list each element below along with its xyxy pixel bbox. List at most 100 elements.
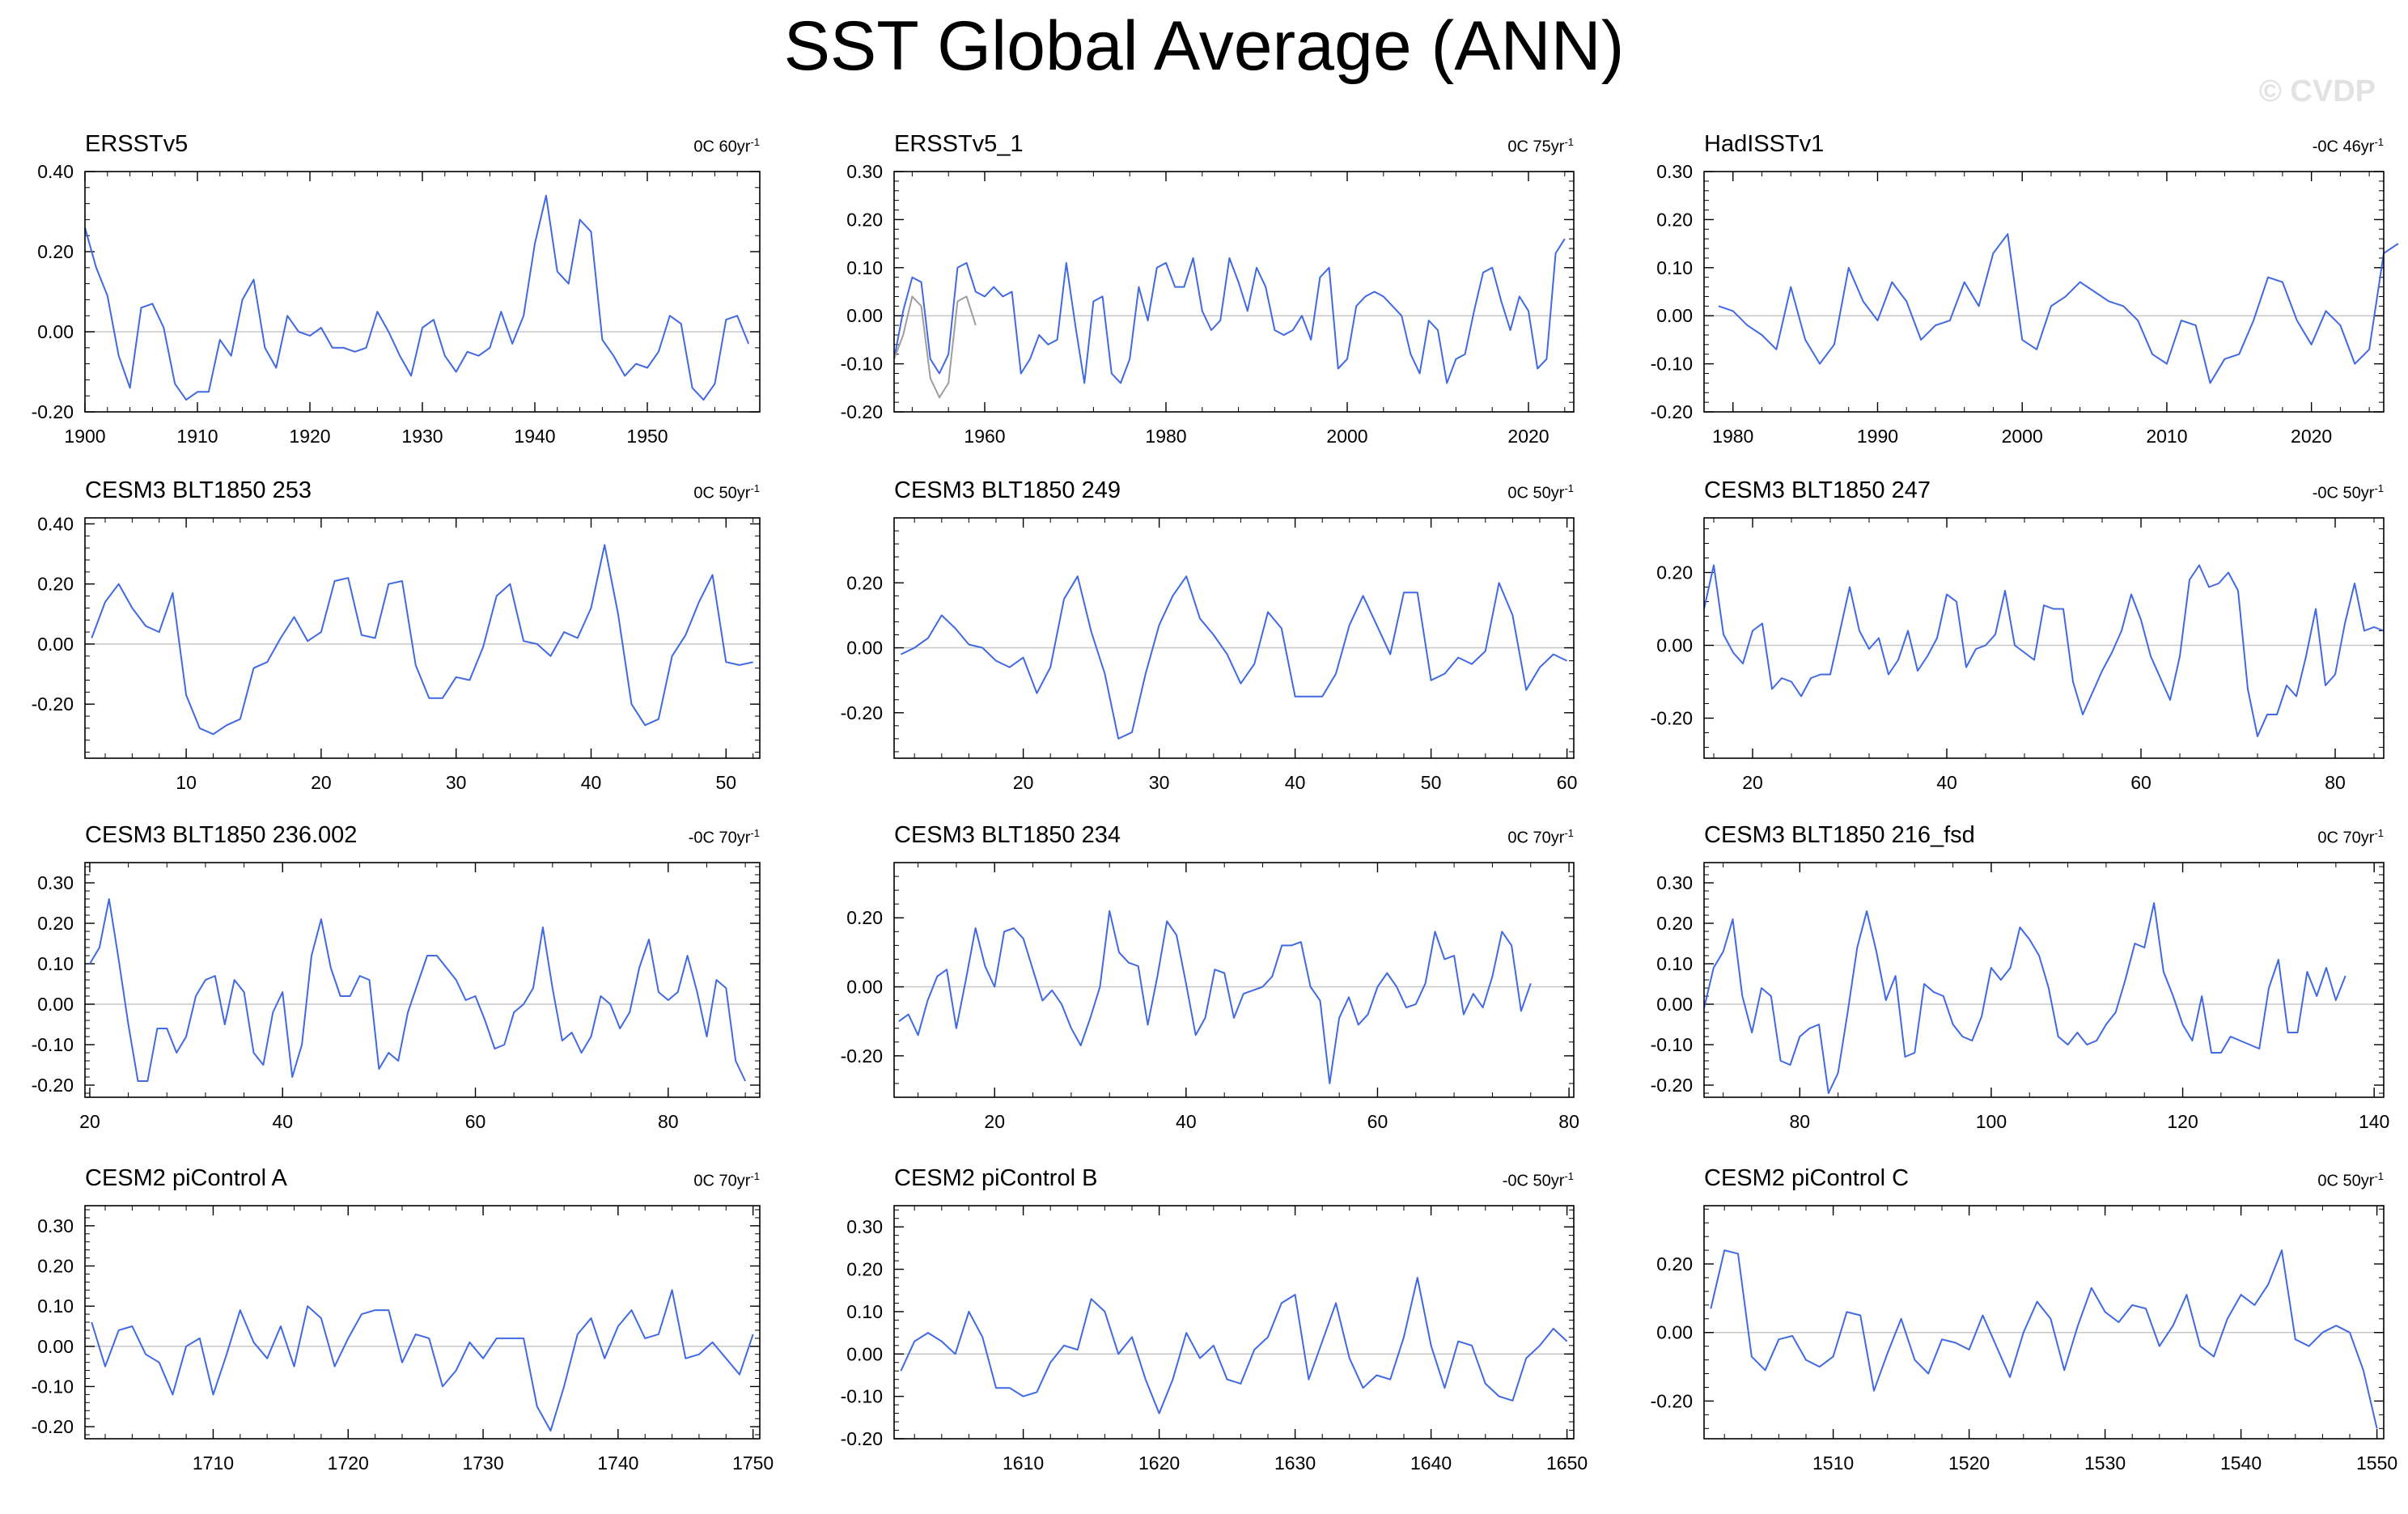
x-tick-label: 20 — [1742, 772, 1763, 793]
y-tick-label: 0.20 — [846, 209, 883, 230]
y-tick-label: 0.40 — [37, 513, 74, 534]
x-tick-label: 1980 — [1712, 426, 1753, 447]
trend-text: 0C 60yr — [693, 138, 751, 156]
trend-text: 0C 50yr — [2317, 1172, 2375, 1190]
panel-title: CESM2 piControl B — [894, 1165, 1098, 1191]
x-tick-label: 1650 — [1546, 1453, 1588, 1474]
plot-frame — [893, 517, 1575, 759]
series-line — [84, 194, 750, 401]
x-tick-label: 1960 — [964, 426, 1005, 447]
trend-label: -0C 50yr-1 — [2141, 482, 2384, 503]
x-tick-label: 20 — [984, 1111, 1005, 1132]
trend-exponent: -1 — [1564, 1170, 1574, 1182]
y-tick-label: 0.10 — [1656, 953, 1693, 974]
chart-plot: -0.20 -0.10 0.00 0.10 0.20 0.30 1710 1720 1730 17… — [32, 1205, 774, 1474]
x-tick-label: 1750 — [732, 1453, 774, 1474]
series-line — [900, 1277, 1568, 1414]
series-line — [91, 1289, 754, 1432]
x-tick-label: 1510 — [1812, 1453, 1854, 1474]
trend-text: -0C 46yr — [2312, 138, 2375, 156]
y-tick-label: 0.30 — [37, 872, 74, 893]
y-tick-label: 0.20 — [1656, 209, 1693, 230]
x-tick-label: 1740 — [597, 1453, 638, 1474]
x-tick-label: 1930 — [401, 426, 443, 447]
series-line — [893, 295, 977, 399]
trend-text: -0C 50yr — [1502, 1172, 1565, 1190]
panel-title: CESM3 BLT1850 253 — [85, 477, 312, 503]
y-tick-label: -0.10 — [841, 1386, 883, 1407]
y-tick-label: -0.20 — [1651, 1075, 1693, 1096]
x-tick-label: 60 — [1367, 1111, 1388, 1132]
series-line — [89, 898, 747, 1082]
x-tick-label: 20 — [79, 1111, 100, 1132]
x-tick-label: 60 — [465, 1111, 486, 1132]
trend-label: 0C 60yr-1 — [517, 136, 760, 157]
x-tick-label: 1640 — [1410, 1453, 1452, 1474]
plot-frame — [1703, 171, 2385, 413]
x-tick-label: 1910 — [176, 426, 218, 447]
trend-exponent: -1 — [750, 1170, 760, 1182]
y-tick-label: -0.10 — [32, 1034, 74, 1055]
x-tick-label: 60 — [1557, 772, 1578, 793]
y-tick-label: -0.20 — [841, 702, 883, 723]
chart-plot: -0.20 0.00 0.20 20 30 40 50 60 — [841, 517, 1578, 793]
y-tick-label: -0.10 — [1651, 1034, 1693, 1055]
y-tick-label: -0.20 — [1651, 708, 1693, 729]
chart-plot: -0.20 -0.10 0.00 0.10 0.20 0.30 1960 1980 2000 20… — [841, 161, 1575, 447]
series-line — [893, 238, 1566, 384]
y-tick-label: 0.20 — [37, 1255, 74, 1276]
trend-text: 0C 70yr — [1507, 829, 1565, 847]
y-tick-label: -0.20 — [841, 1428, 883, 1449]
x-tick-label: 40 — [1176, 1111, 1197, 1132]
panel-title: CESM3 BLT1850 234 — [894, 822, 1121, 848]
plot-frame — [893, 1205, 1575, 1440]
y-tick-label: -0.10 — [841, 354, 883, 375]
y-tick-label: 0.20 — [846, 572, 883, 593]
y-tick-label: -0.20 — [32, 693, 74, 715]
y-tick-label: -0.20 — [841, 1045, 883, 1067]
y-tick-label: -0.20 — [1651, 1390, 1693, 1411]
series-line — [1710, 1249, 2378, 1429]
x-tick-label: 1720 — [328, 1453, 369, 1474]
x-tick-label: 2020 — [2291, 426, 2332, 447]
trend-label: 0C 70yr-1 — [1331, 827, 1574, 848]
y-tick-label: -0.10 — [32, 1376, 74, 1397]
x-tick-label: 80 — [1790, 1111, 1811, 1132]
panel-title: CESM3 BLT1850 236.002 — [85, 822, 358, 848]
y-tick-label: 0.10 — [37, 953, 74, 974]
trend-text: 0C 75yr — [1507, 138, 1565, 156]
plot-frame — [893, 862, 1575, 1098]
chart-plot: -0.20 0.00 0.20 20 40 60 80 — [841, 862, 1579, 1132]
y-tick-label: 0.20 — [1656, 1253, 1693, 1274]
y-tick-label: 0.20 — [37, 241, 74, 262]
x-tick-label: 60 — [2130, 772, 2152, 793]
chart-plot: -0.20 0.00 0.20 20 40 60 80 — [1651, 517, 2385, 793]
x-tick-label: 1550 — [2356, 1453, 2397, 1474]
x-tick-label: 1980 — [1145, 426, 1186, 447]
trend-text: 0C 50yr — [693, 484, 751, 503]
x-tick-label: 80 — [2325, 772, 2346, 793]
trend-exponent: -1 — [750, 482, 760, 494]
y-tick-label: 0.20 — [37, 913, 74, 934]
x-tick-label: 1710 — [193, 1453, 234, 1474]
trend-text: -0C 50yr — [2312, 484, 2375, 503]
x-tick-label: 140 — [2359, 1111, 2389, 1132]
y-tick-label: 0.30 — [1656, 872, 1693, 893]
y-tick-label: 0.10 — [37, 1296, 74, 1317]
y-tick-label: 0.00 — [846, 977, 883, 998]
x-tick-label: 30 — [1149, 772, 1170, 793]
x-tick-label: 1920 — [289, 426, 330, 447]
panel-title: CESM2 piControl C — [1704, 1165, 1910, 1191]
y-tick-label: 0.00 — [37, 634, 74, 655]
y-tick-label: 0.00 — [37, 994, 74, 1015]
y-tick-label: 0.30 — [846, 161, 883, 182]
panel-title: HadISSTv1 — [1704, 131, 1825, 157]
trend-text: 0C 70yr — [2317, 829, 2375, 847]
x-tick-label: 100 — [1976, 1111, 2007, 1132]
y-tick-label: 0.20 — [1656, 913, 1693, 934]
chart-plot: -0.20 0.00 0.20 0.40 10 20 30 40 50 — [32, 513, 761, 793]
plot-frame — [84, 862, 761, 1098]
trend-label: -0C 70yr-1 — [517, 827, 760, 848]
x-tick-label: 1730 — [462, 1453, 503, 1474]
trend-exponent: -1 — [2374, 827, 2384, 839]
